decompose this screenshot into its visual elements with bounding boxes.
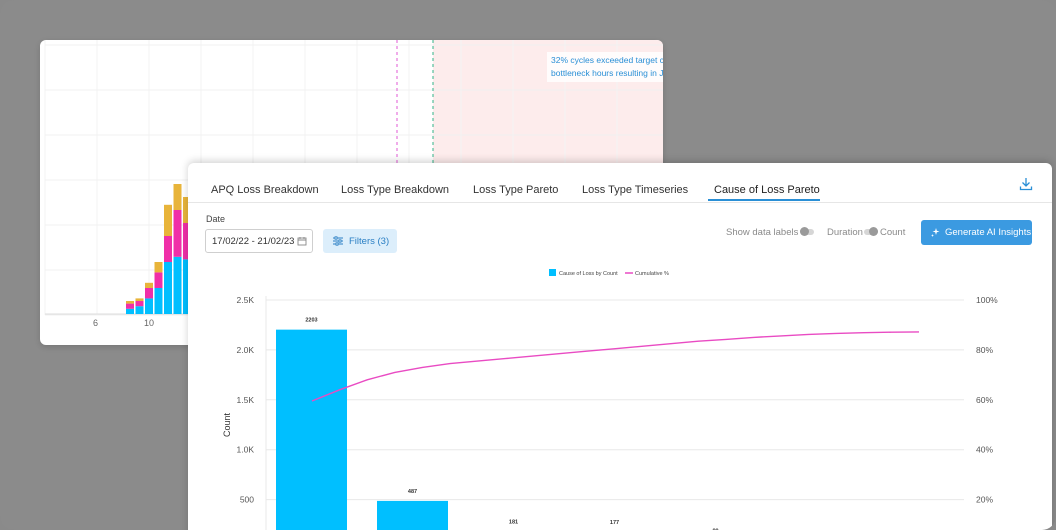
download-icon[interactable] <box>1018 176 1034 192</box>
show-data-labels-toggle[interactable] <box>800 227 814 236</box>
duration-count-toggle[interactable] <box>864 227 878 236</box>
histogram-bar-cyan <box>173 256 182 314</box>
filters-button[interactable]: Filters (3) <box>323 229 397 253</box>
histogram-bar-yellow <box>164 204 172 236</box>
sliders-icon <box>333 236 343 246</box>
back-x-tick: 10 <box>144 318 155 328</box>
y-tick-label: 2.0K <box>237 345 255 355</box>
histogram-bar-cyan <box>164 262 172 314</box>
histogram-bar-magenta <box>126 303 134 309</box>
filters-label: Filters (3) <box>349 235 390 247</box>
histogram-bar-yellow <box>126 301 134 304</box>
histogram-bar-magenta <box>154 272 163 288</box>
show-data-labels-label: Show data labels <box>726 227 799 238</box>
tab-loss-type-pareto[interactable]: Loss Type Pareto <box>473 184 559 196</box>
toggle-knob <box>869 227 878 236</box>
toggle-knob <box>800 227 809 236</box>
bar-data-label: 181 <box>509 519 518 525</box>
duration-label: Duration <box>827 227 863 238</box>
histogram-bar-magenta <box>135 301 144 307</box>
date-range-field[interactable]: 17/02/22 - 21/02/23 <box>205 229 313 253</box>
tab-loss-type-timeseries[interactable]: Loss Type Timeseries <box>582 184 689 196</box>
pareto-bar <box>276 329 347 530</box>
legend-swatch-bars <box>549 269 556 276</box>
date-label: Date <box>206 214 226 224</box>
histogram-bar-magenta <box>183 223 191 260</box>
y2-tick-label: 100% <box>976 295 998 305</box>
ai-button-label: Generate AI Insights <box>945 227 1032 238</box>
tab-apq-loss-breakdown[interactable]: APQ Loss Breakdown <box>211 184 319 196</box>
histogram-bar-magenta <box>145 288 153 299</box>
bar-data-label: 89 <box>712 529 718 530</box>
y2-tick-label: 40% <box>976 445 993 455</box>
calendar-icon[interactable] <box>297 236 307 246</box>
y2-tick-label: 60% <box>976 395 993 405</box>
back-x-tick: 6 <box>93 318 99 328</box>
y-axis-label: Count <box>222 413 232 438</box>
bar-data-label: 2203 <box>305 318 317 324</box>
annotation-line-1: 32% cycles exceeded target cycle time of… <box>551 55 663 65</box>
tab-cause-of-loss-pareto[interactable]: Cause of Loss Pareto <box>714 184 820 196</box>
histogram-bar-yellow <box>173 184 182 210</box>
cause-of-loss-card: APQ Loss Breakdown Loss Type Breakdown L… <box>188 163 1052 530</box>
histogram-bar-cyan <box>154 288 163 314</box>
histogram-bar-yellow <box>183 197 191 223</box>
y-tick-label: 500 <box>240 495 254 505</box>
y2-tick-label: 20% <box>976 495 993 505</box>
bar-data-label: 177 <box>610 520 619 526</box>
cumulative-percent-line <box>311 331 920 402</box>
histogram-bar-cyan <box>126 308 134 314</box>
y-tick-label: 2.5K <box>237 295 255 305</box>
annotation-line-2: bottleneck hours resulting in JPH Loss o… <box>551 68 663 78</box>
y2-tick-label: 80% <box>976 345 993 355</box>
chart-legend: Cause of Loss by Count Cumulative % <box>549 269 669 277</box>
bar-data-label: 487 <box>408 489 417 495</box>
active-tab-indicator <box>708 199 820 201</box>
date-range-value: 17/02/22 - 21/02/23 <box>212 236 295 247</box>
legend-label-line: Cumulative % <box>635 271 669 277</box>
histogram-bar-cyan <box>135 306 144 314</box>
cycle-time-annotation: 32% cycles exceeded target cycle time of… <box>547 52 663 82</box>
histogram-bar-yellow <box>154 262 163 273</box>
histogram-bar-cyan <box>145 298 153 314</box>
cause-of-loss-pareto-chart: Cause of Loss by Count Cumulative % 2.5K 10… <box>222 269 998 530</box>
histogram-bar-cyan <box>183 259 191 314</box>
legend-label-bars: Cause of Loss by Count <box>559 271 618 277</box>
tab-loss-type-breakdown[interactable]: Loss Type Breakdown <box>341 184 450 196</box>
generate-ai-insights-button[interactable]: Generate AI Insights <box>921 220 1032 245</box>
sparkle-icon <box>931 228 940 237</box>
y-tick-label: 1.0K <box>237 445 255 455</box>
analysis-tabs: APQ Loss Breakdown Loss Type Breakdown L… <box>188 163 1052 203</box>
histogram-bar-yellow <box>145 282 153 288</box>
histogram-bar-magenta <box>173 210 182 257</box>
pareto-bar <box>377 500 448 530</box>
histogram-bar-magenta <box>164 236 172 262</box>
y-tick-label: 1.5K <box>237 395 255 405</box>
histogram-bar-yellow <box>135 298 144 301</box>
count-label: Count <box>880 227 906 238</box>
